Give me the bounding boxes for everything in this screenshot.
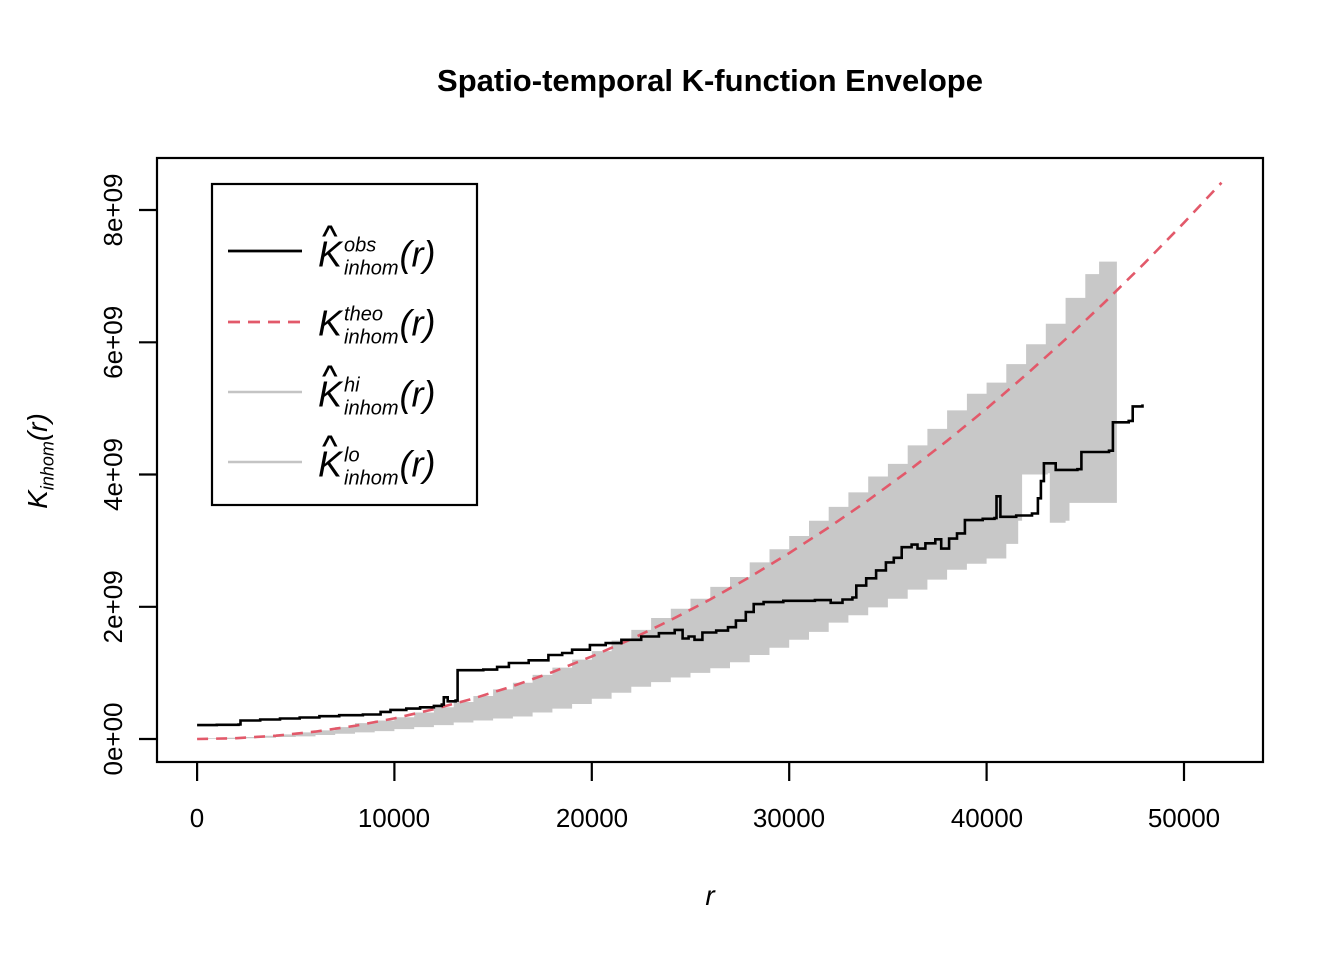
observed-curve — [197, 404, 1144, 727]
plot-box — [155, 156, 1265, 764]
simulation-envelope-band — [197, 255, 1117, 739]
chart-title: Spatio-temporal K-function Envelope — [437, 63, 983, 98]
envelope-region — [197, 255, 1117, 739]
x-tick-label: 20000 — [556, 803, 628, 833]
theoretical-curve — [197, 181, 1223, 741]
x-tick-label: 0 — [190, 803, 204, 833]
x-tick-label: 10000 — [358, 803, 430, 833]
y-axis-title: Kinhom(r) — [22, 413, 58, 509]
hat-accent-icon: ∧ — [318, 430, 342, 452]
y-tick-label: 8e+09 — [98, 173, 128, 246]
x-tick-label: 50000 — [1148, 803, 1220, 833]
curve-layer — [197, 181, 1223, 741]
y-tick-label: 0e+00 — [98, 702, 128, 775]
hat-accent-icon: ∧ — [318, 220, 342, 242]
hat-accent-icon: ∧ — [318, 360, 342, 382]
y-tick-label: 4e+09 — [98, 438, 128, 511]
legend-box — [210, 182, 479, 507]
x-tick-label: 30000 — [753, 803, 825, 833]
y-axis-title-sub: inhom — [37, 441, 58, 491]
y-tick-label: 2e+09 — [98, 570, 128, 643]
x-tick-label: 40000 — [951, 803, 1023, 833]
y-tick-label: 6e+09 — [98, 306, 128, 379]
x-axis-title: r — [705, 880, 716, 911]
axis-ticks — [139, 208, 1186, 781]
